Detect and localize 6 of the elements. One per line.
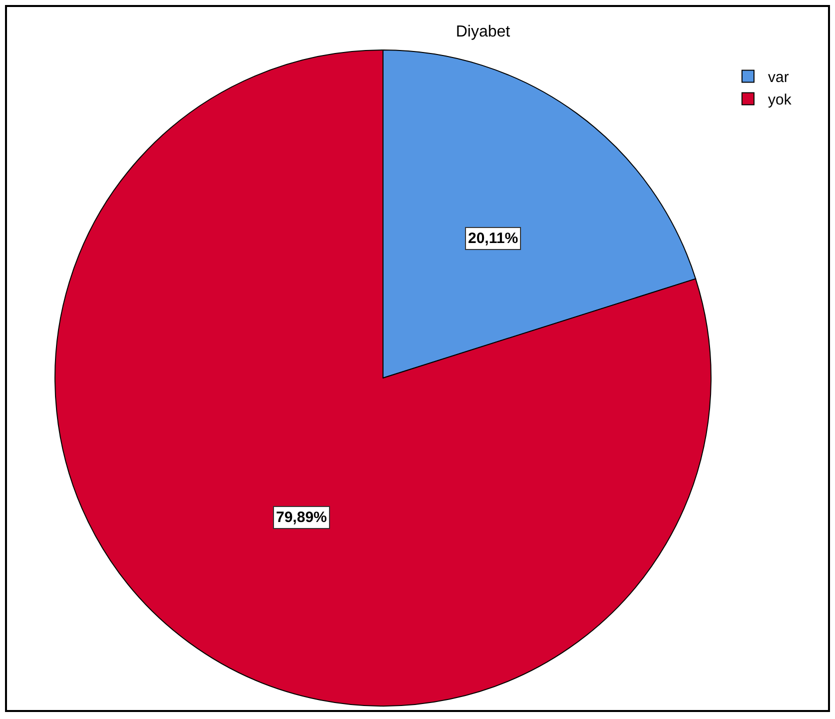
data-label: 20,11% [468,230,518,247]
data-label: 79,89% [276,509,327,526]
chart-title: Diyabet [456,24,511,41]
legend-label: yok [768,92,792,109]
legend-label: var [768,69,789,86]
pie-slice [54,50,712,706]
